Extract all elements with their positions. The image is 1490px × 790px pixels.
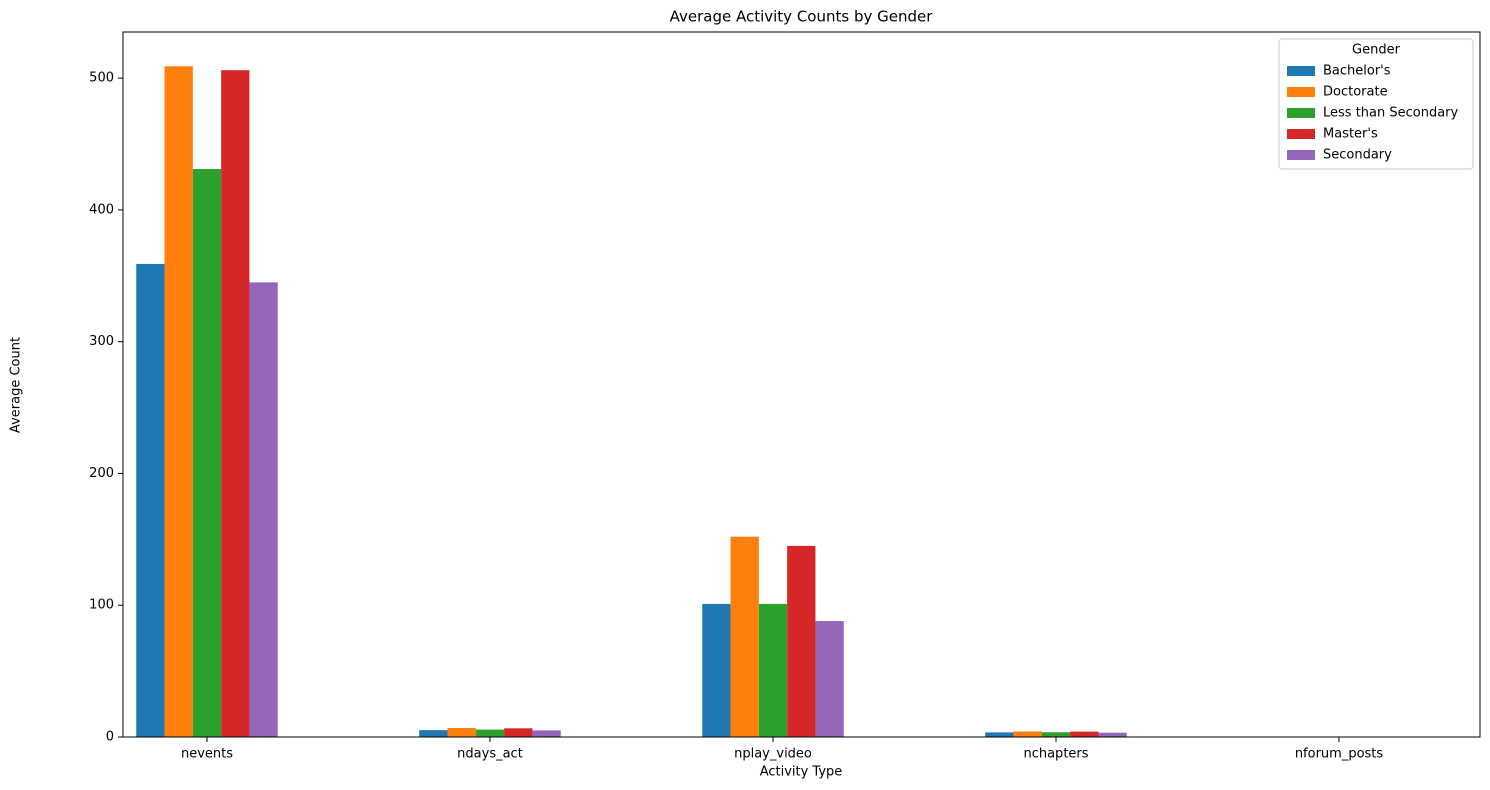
y-tick-label: 300 [89,334,114,349]
x-axis-label: Activity Type [760,765,843,780]
bar [221,70,250,737]
legend-label: Secondary [1323,148,1392,163]
bar [532,730,561,737]
bar [192,169,222,737]
bar [702,603,731,737]
legend-swatch [1287,66,1315,76]
x-tick-label: nchapters [1023,747,1088,762]
y-tick-label: 400 [89,202,114,217]
y-tick-label: 100 [89,598,114,613]
bar [475,729,505,737]
legend-label: Less than Secondary [1323,106,1459,121]
bar [447,728,476,737]
y-tick-label: 500 [89,71,114,86]
legend-swatch [1287,129,1315,139]
bar [1098,732,1127,737]
bar [985,732,1014,737]
legend-label: Doctorate [1323,85,1388,100]
bar [504,728,533,737]
legend-label: Master's [1323,127,1378,142]
legend-title: Gender [1352,43,1401,58]
bar [419,730,448,737]
x-tick-label: nevents [181,747,233,762]
bar [730,536,759,737]
legend-label: Bachelor's [1323,64,1391,79]
bar [1041,732,1071,737]
x-tick-label: nplay_video [734,747,812,762]
bar [136,263,165,737]
bar [815,621,844,737]
chart-title: Average Activity Counts by Gender [670,8,934,26]
legend-swatch [1287,150,1315,160]
bar [1070,731,1099,737]
legend-box [1278,38,1474,170]
x-tick-label: ndays_act [457,747,523,762]
x-tick-label: nforum_posts [1295,747,1384,762]
legend-swatch [1287,87,1315,97]
y-tick-label: 200 [89,466,114,481]
y-tick-label: 0 [106,730,114,745]
y-axis-label: Average Count [9,337,24,433]
bar [1013,731,1042,737]
plot-frame [122,31,1481,738]
bar [787,545,816,737]
bar [164,66,193,738]
bar [758,603,788,737]
legend-swatch [1287,108,1315,118]
bar [249,282,278,737]
